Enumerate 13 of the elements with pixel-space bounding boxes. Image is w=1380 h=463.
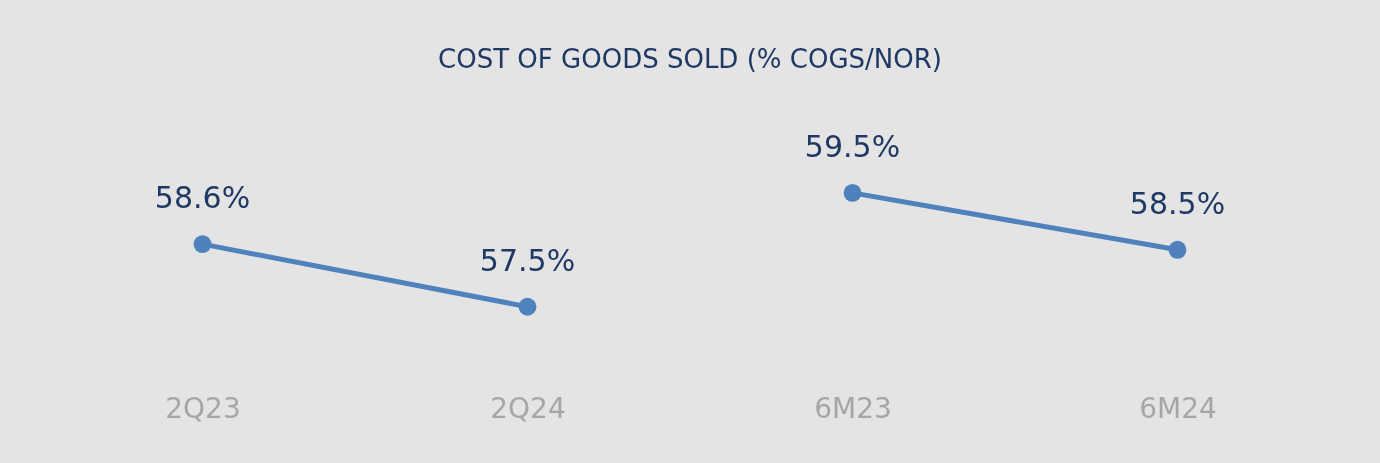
- x-tick-label: 2Q24: [490, 391, 566, 425]
- point: [193, 235, 212, 254]
- data-label: 59.5%: [804, 128, 901, 164]
- point: [843, 183, 862, 202]
- x-tick-label: 6M23: [814, 391, 892, 425]
- x-tick-label: 2Q23: [165, 391, 241, 425]
- x-tick-label: 6M24: [1139, 391, 1217, 425]
- data-label: 58.5%: [1129, 185, 1226, 221]
- chart-title: COST OF GOODS SOLD (% COGS/NOR): [438, 43, 942, 74]
- data-label: 58.6%: [154, 180, 251, 216]
- data-label: 57.5%: [479, 242, 576, 278]
- point: [1168, 240, 1187, 259]
- point: [518, 297, 537, 316]
